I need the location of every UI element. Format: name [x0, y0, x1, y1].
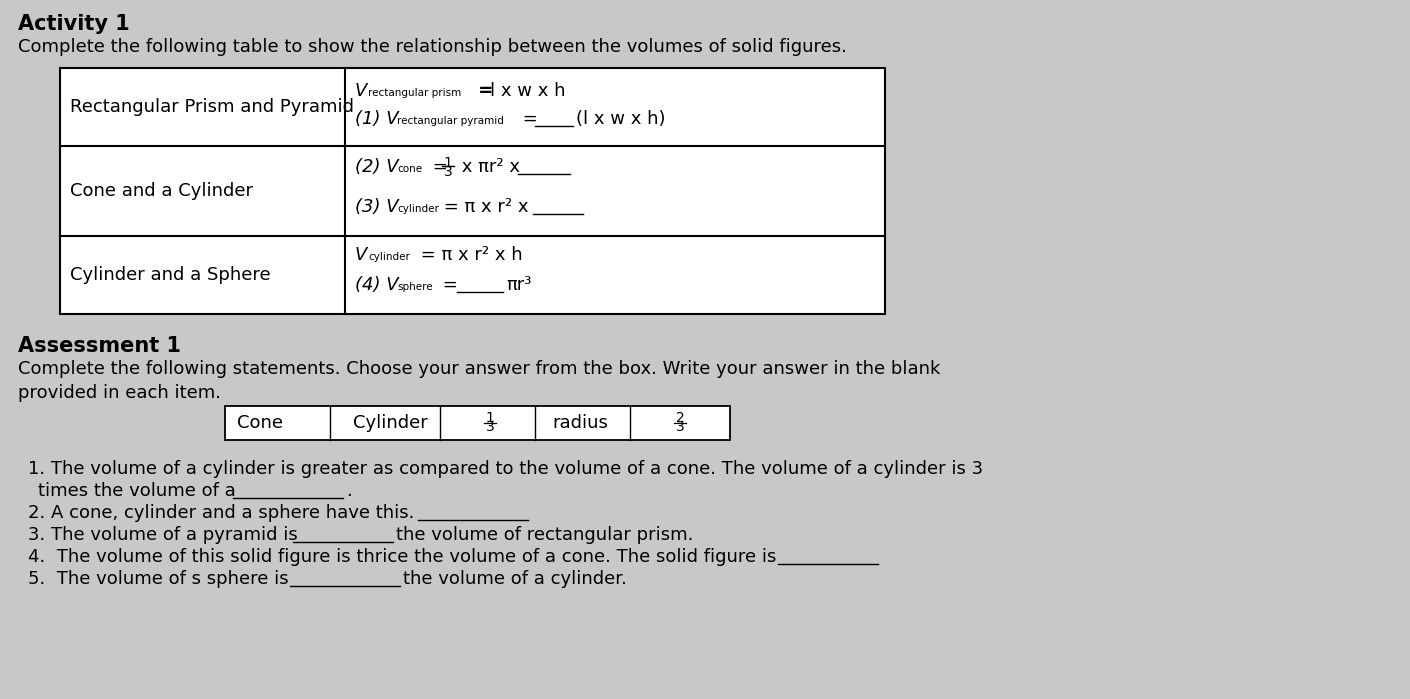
Text: rectangular prism: rectangular prism	[368, 88, 461, 98]
Text: =: =	[437, 276, 464, 294]
Text: cylinder: cylinder	[368, 252, 410, 262]
Bar	[61, 68, 885, 314]
Text: 4.  The volume of this solid figure is thrice the volume of a cone. The solid fi: 4. The volume of this solid figure is th…	[28, 548, 777, 566]
Text: 1: 1	[485, 411, 495, 425]
Text: = π x r² x h: = π x r² x h	[415, 246, 523, 264]
Text: Cylinder and a Sphere: Cylinder and a Sphere	[70, 266, 271, 284]
Text: cylinder: cylinder	[398, 204, 439, 214]
Text: Assessment 1: Assessment 1	[18, 336, 180, 356]
Text: (1) V: (1) V	[355, 110, 399, 128]
Text: 5.  The volume of s sphere is: 5. The volume of s sphere is	[28, 570, 289, 588]
Text: (4) V: (4) V	[355, 276, 399, 294]
Text: l x w x h: l x w x h	[491, 82, 565, 100]
Text: the volume of a cylinder.: the volume of a cylinder.	[403, 570, 627, 588]
Text: provided in each item.: provided in each item.	[18, 384, 221, 402]
Text: Cylinder: Cylinder	[352, 414, 427, 432]
Text: 1. The volume of a cylinder is greater as compared to the volume of a cone. The : 1. The volume of a cylinder is greater a…	[28, 460, 983, 478]
Text: (2) V: (2) V	[355, 158, 399, 176]
Text: Cone: Cone	[237, 414, 283, 432]
Text: =: =	[472, 82, 499, 100]
Text: V: V	[355, 82, 368, 100]
Text: radius: radius	[553, 414, 608, 432]
Text: 2. A cone, cylinder and a sphere have this.: 2. A cone, cylinder and a sphere have th…	[28, 504, 415, 522]
Text: (l x w x h): (l x w x h)	[577, 110, 666, 128]
Text: .: .	[345, 482, 351, 500]
Text: πr³: πr³	[506, 276, 532, 294]
Text: Rectangular Prism and Pyramid: Rectangular Prism and Pyramid	[70, 98, 354, 116]
Text: (3) V: (3) V	[355, 198, 399, 216]
Text: 1: 1	[444, 156, 453, 170]
Text: =: =	[427, 158, 454, 176]
Bar	[61, 68, 885, 314]
Text: Complete the following statements. Choose your answer from the box. Write your a: Complete the following statements. Choos…	[18, 360, 940, 378]
Text: 3: 3	[675, 420, 684, 434]
Text: the volume of rectangular prism.: the volume of rectangular prism.	[396, 526, 694, 544]
Text: Cone and a Cylinder: Cone and a Cylinder	[70, 182, 252, 200]
Text: =: =	[517, 110, 543, 128]
Text: = π x r² x: = π x r² x	[439, 198, 529, 216]
Text: 3: 3	[444, 165, 453, 179]
Text: x πr² x: x πr² x	[455, 158, 520, 176]
Text: 3. The volume of a pyramid is: 3. The volume of a pyramid is	[28, 526, 298, 544]
Text: Activity 1: Activity 1	[18, 14, 130, 34]
Text: times the volume of a: times the volume of a	[38, 482, 235, 500]
Text: 2: 2	[675, 411, 684, 425]
Text: Complete the following table to show the relationship between the volumes of sol: Complete the following table to show the…	[18, 38, 847, 56]
Bar	[226, 406, 730, 440]
Text: V: V	[355, 246, 368, 264]
Text: rectangular pyramid: rectangular pyramid	[398, 116, 503, 126]
Text: 3: 3	[485, 420, 495, 434]
Text: sphere: sphere	[398, 282, 433, 292]
Text: cone: cone	[398, 164, 422, 174]
